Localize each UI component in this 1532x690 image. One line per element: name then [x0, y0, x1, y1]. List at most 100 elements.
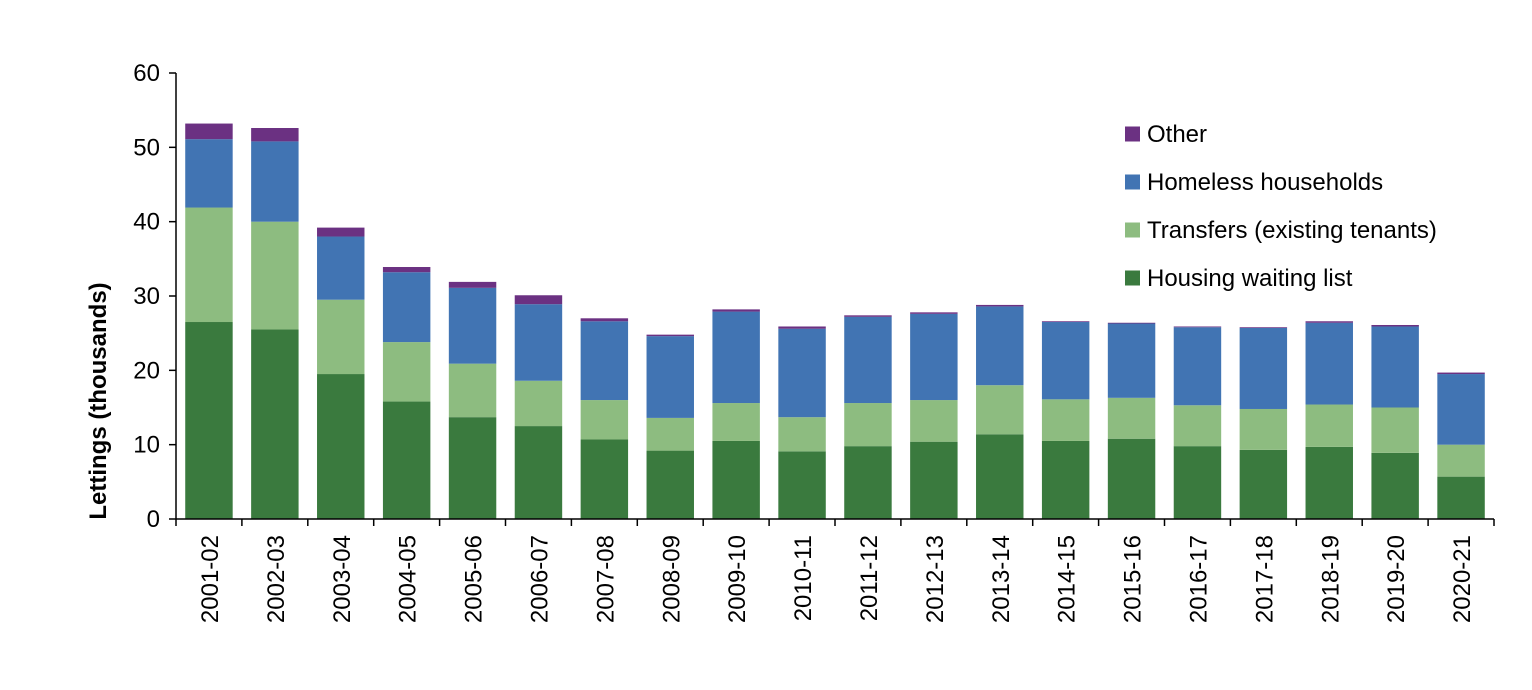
- bar-segment-2003-04-series-3: [317, 227, 365, 237]
- x-tick-label-2007-08: 2007-08: [592, 535, 619, 623]
- bar-segment-2008-09-series-3: [646, 334, 694, 337]
- legend-label-3: Housing waiting list: [1147, 265, 1353, 292]
- bar-segment-2013-14-series-2: [976, 306, 1024, 386]
- bar-segment-2008-09-series-0: [646, 450, 694, 519]
- bar-segment-2014-15-series-3: [1041, 321, 1090, 323]
- x-tick-label-2006-07: 2006-07: [526, 535, 553, 623]
- bar-segment-2003-04-series-2: [317, 236, 365, 300]
- bar-segment-2008-09-series-1: [646, 417, 694, 451]
- bar-segment-2012-13-series-1: [910, 400, 958, 442]
- bar-segment-2020-21-series-1: [1437, 444, 1485, 477]
- bar-segment-2004-05-series-2: [382, 272, 431, 343]
- bar-segment-2010-11-series-2: [778, 328, 826, 418]
- bar-segment-2020-21-series-3: [1437, 372, 1485, 375]
- legend-swatch-1: [1125, 174, 1140, 190]
- y-axis-title: Lettings (thousands): [85, 282, 112, 519]
- x-tick-label-2017-18: 2017-18: [1251, 535, 1278, 623]
- x-tick-label-2014-15: 2014-15: [1054, 535, 1081, 623]
- bar-segment-2010-11-series-1: [778, 417, 826, 452]
- x-tick-label-2020-21: 2020-21: [1449, 535, 1476, 623]
- bar-segment-2012-13-series-3: [910, 312, 958, 314]
- bar-segment-2007-08-series-1: [580, 400, 629, 440]
- bar-segment-2018-19-series-3: [1305, 321, 1353, 323]
- bar-segment-2009-10-series-0: [712, 440, 760, 519]
- bar-segment-2005-06-series-2: [448, 287, 497, 364]
- bar-segment-2002-03-series-3: [251, 128, 299, 142]
- bar-segment-2001-02-series-2: [185, 139, 233, 208]
- bar-segment-2020-21-series-0: [1437, 476, 1485, 519]
- bar-segment-2002-03-series-2: [251, 141, 299, 222]
- bar-segment-2017-18-series-2: [1239, 327, 1288, 409]
- legend: Other Homeless households Transfers (exist…: [1125, 121, 1437, 292]
- bar-segment-2001-02-series-3: [185, 123, 233, 140]
- y-tick-label: 30: [133, 283, 160, 310]
- bar-segment-2018-19-series-1: [1305, 404, 1353, 447]
- bar-segment-2009-10-series-1: [712, 403, 760, 441]
- legend-swatch-2: [1125, 222, 1140, 238]
- bar-segment-2016-17-series-1: [1173, 405, 1222, 447]
- x-tick-label-2016-17: 2016-17: [1185, 535, 1212, 623]
- bar-segment-2006-07-series-3: [514, 295, 563, 305]
- x-tick-label-2010-11: 2010-11: [790, 535, 817, 621]
- bar-segment-2004-05-series-0: [382, 401, 431, 519]
- bar-segment-2013-14-series-1: [976, 385, 1024, 435]
- bar-segment-2003-04-series-0: [317, 374, 365, 519]
- bar-segment-2001-02-series-1: [185, 207, 233, 323]
- bar-segment-2011-12-series-1: [844, 403, 892, 447]
- x-tick-label-2015-16: 2015-16: [1120, 535, 1147, 623]
- bar-segment-2005-06-series-0: [448, 417, 497, 519]
- bar-segment-2004-05-series-1: [382, 342, 431, 402]
- bars-layer: [185, 123, 1485, 519]
- x-tick-label-2005-06: 2005-06: [461, 535, 488, 623]
- bar-segment-2014-15-series-0: [1041, 440, 1090, 519]
- bar-segment-2001-02-series-0: [185, 322, 233, 519]
- y-tick-label: 40: [133, 209, 160, 236]
- legend-label-2: Transfers (existing tenants): [1147, 217, 1437, 244]
- bar-segment-2011-12-series-0: [844, 446, 892, 519]
- bar-segment-2003-04-series-1: [317, 299, 365, 375]
- y-tick-label: 50: [133, 134, 160, 161]
- bar-segment-2017-18-series-1: [1239, 408, 1288, 450]
- bar-segment-2011-12-series-2: [844, 316, 892, 404]
- x-tick-label-2013-14: 2013-14: [988, 535, 1015, 623]
- x-tick-label-2011-12: 2011-12: [856, 535, 883, 621]
- bar-segment-2019-20-series-2: [1371, 326, 1419, 408]
- bar-segment-2013-14-series-3: [976, 304, 1024, 307]
- y-tick-label: 10: [133, 432, 160, 459]
- x-tick-label-2003-04: 2003-04: [329, 535, 356, 623]
- y-tick-label: 60: [133, 60, 160, 87]
- bar-segment-2014-15-series-2: [1041, 322, 1090, 400]
- bar-segment-2019-20-series-0: [1371, 452, 1419, 519]
- bar-segment-2008-09-series-2: [646, 336, 694, 418]
- bar-segment-2007-08-series-2: [580, 321, 629, 401]
- bar-segment-2016-17-series-3: [1173, 326, 1222, 328]
- bar-segment-2013-14-series-0: [976, 434, 1024, 519]
- x-tick-label-2019-20: 2019-20: [1383, 535, 1410, 623]
- bar-segment-2018-19-series-2: [1305, 322, 1353, 405]
- bar-segment-2020-21-series-2: [1437, 374, 1485, 445]
- bar-segment-2004-05-series-3: [382, 267, 431, 273]
- bar-segment-2009-10-series-2: [712, 311, 760, 404]
- legend-label-0: Other: [1147, 121, 1207, 148]
- bar-segment-2005-06-series-3: [448, 281, 497, 288]
- bar-segment-2006-07-series-2: [514, 304, 563, 381]
- y-tick-label: 20: [133, 357, 160, 384]
- bar-segment-2012-13-series-2: [910, 313, 958, 401]
- bar-segment-2019-20-series-1: [1371, 407, 1419, 453]
- bar-segment-2015-16-series-0: [1107, 438, 1156, 519]
- bar-segment-2015-16-series-2: [1107, 323, 1156, 398]
- bar-segment-2016-17-series-2: [1173, 327, 1222, 406]
- bar-segment-2017-18-series-3: [1239, 327, 1288, 328]
- bar-segment-2010-11-series-3: [778, 326, 826, 329]
- axes-layer: 0 10 20 30 40 50 60 2001-02 2002-03 2003-04 2004-0…: [133, 60, 1495, 623]
- legend-label-1: Homeless households: [1147, 169, 1383, 196]
- bar-segment-2006-07-series-0: [514, 426, 563, 519]
- bar-segment-2007-08-series-0: [580, 439, 629, 519]
- x-tick-label-2018-19: 2018-19: [1317, 535, 1344, 623]
- legend-swatch-0: [1125, 126, 1140, 142]
- x-tick-label-2001-02: 2001-02: [197, 535, 224, 623]
- bar-segment-2002-03-series-0: [251, 329, 299, 519]
- bar-segment-2002-03-series-1: [251, 221, 299, 330]
- bar-segment-2015-16-series-3: [1107, 322, 1156, 324]
